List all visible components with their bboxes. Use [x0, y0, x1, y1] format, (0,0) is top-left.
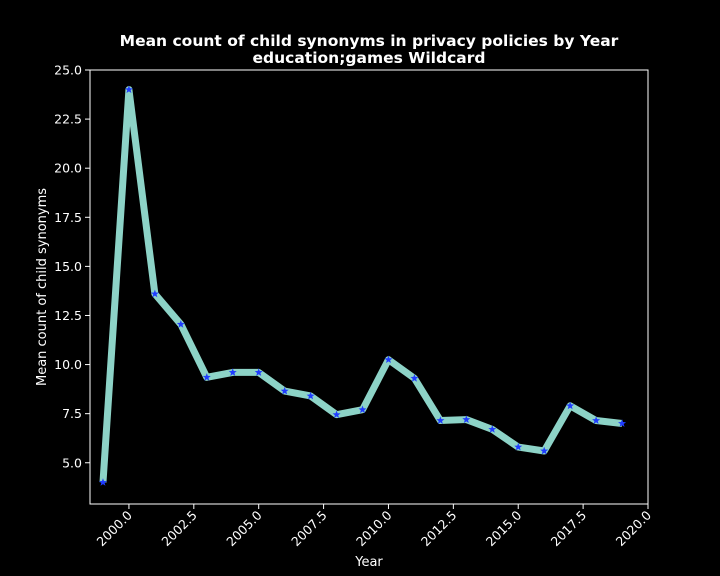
data-point-star-marker [566, 401, 575, 410]
data-point-star-marker [358, 405, 367, 414]
data-point-star-marker [592, 416, 601, 424]
y-tick-label: 15.0 [54, 259, 82, 274]
data-point-star-marker [228, 368, 237, 376]
plot-frame [89, 69, 649, 505]
data-point-star-marker [254, 368, 263, 376]
y-axis-label: Mean count of child synonyms [35, 188, 50, 386]
y-tick-label: 17.5 [54, 210, 82, 225]
data-point-star-marker [98, 478, 107, 486]
y-axis: 5.0 7.5 10.0 12.5 15.0 17.5 20.0 22.5 25.0 [54, 63, 90, 470]
x-tick-label: 2010.0 [353, 507, 395, 549]
x-axis-label: Year [354, 555, 383, 570]
y-tick-label: 22.5 [54, 112, 82, 127]
y-tick-label: 25.0 [54, 63, 82, 78]
y-tick-label: 10.0 [54, 357, 82, 372]
x-axis: 2000.0 2002.5 2005.0 2007.5 2010.0 2012.5 2015… [94, 504, 655, 550]
data-point-star-marker [410, 374, 419, 382]
chart-subtitle: education;games Wildcard [253, 49, 486, 67]
data-point-star-marker [124, 85, 133, 94]
y-tick-label: 7.5 [62, 406, 82, 421]
data-point-star-marker [332, 410, 341, 419]
data-point-star-marker [306, 391, 315, 400]
data-point-star-marker [176, 320, 185, 328]
y-tick-label: 5.0 [62, 455, 82, 470]
data-point-star-marker [618, 419, 627, 427]
data-point-star-marker [540, 446, 549, 455]
data-point-star-marker [462, 415, 471, 423]
x-tick-label: 2017.5 [548, 508, 590, 550]
data-point-star-marker [488, 425, 497, 433]
series-layer [98, 85, 627, 486]
data-point-star-marker [436, 416, 445, 424]
y-tick-label: 20.0 [54, 161, 82, 176]
data-point-star-marker [514, 442, 523, 451]
x-tick-label: 2005.0 [223, 507, 265, 549]
x-tick-label: 2002.5 [158, 508, 200, 550]
y-tick-label: 12.5 [54, 308, 82, 323]
data-point-star-marker [202, 373, 211, 381]
chart-title: Mean count of child synonyms in privacy … [120, 32, 619, 50]
x-tick-label: 2007.5 [288, 508, 330, 550]
data-point-star-marker [384, 355, 393, 364]
series-line [99, 86, 623, 483]
x-tick-label: 2015.0 [483, 507, 525, 549]
x-tick-label: 2000.0 [94, 507, 136, 549]
data-point-star-marker [150, 289, 159, 298]
x-tick-label: 2012.5 [418, 508, 460, 550]
x-tick-label: 2020.0 [613, 507, 655, 549]
data-point-star-marker [280, 386, 289, 395]
